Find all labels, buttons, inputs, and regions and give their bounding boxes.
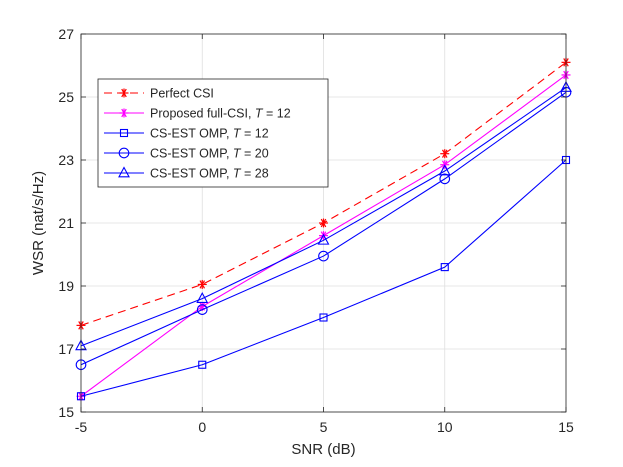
- y-tick-label: 17: [58, 341, 74, 357]
- circle-outline: [318, 250, 329, 262]
- axis-ticks: [80, 33, 567, 413]
- square-outline: [319, 313, 328, 322]
- triangle-outline: [196, 291, 209, 303]
- data-point: [440, 149, 450, 159]
- data-point: [196, 291, 209, 303]
- x-tick-label: 10: [437, 419, 453, 435]
- data-point: [317, 233, 330, 245]
- x-tick-label: 15: [558, 419, 574, 435]
- legend-entry: CS-EST OMP, T = 20: [104, 147, 269, 161]
- legend-label: CS-EST OMP, T = 12: [150, 127, 269, 141]
- series-5: [75, 80, 572, 351]
- data-point: [439, 173, 451, 185]
- legend-marker: [118, 166, 130, 178]
- data-point: [319, 313, 328, 322]
- triangle-outline: [438, 164, 451, 176]
- legend-label: Perfect CSI: [150, 87, 214, 101]
- legend-marker: [119, 88, 129, 98]
- legend-label: Proposed full-CSI, T = 12: [150, 107, 291, 121]
- data-point: [318, 250, 329, 262]
- circle-outline: [196, 304, 208, 315]
- y-tick-label: 23: [58, 152, 74, 168]
- circle-outline: [118, 147, 130, 159]
- data-point: [196, 304, 208, 315]
- y-tick-label: 19: [58, 278, 74, 294]
- series-line: [80, 91, 567, 366]
- y-tick-label: 25: [58, 89, 74, 105]
- y-tick-label: 27: [58, 26, 74, 42]
- y-tick-label: 21: [58, 215, 74, 231]
- data-point: [438, 164, 451, 176]
- legend-marker: [118, 147, 130, 159]
- legend-marker: [119, 108, 129, 118]
- triangle-outline: [118, 166, 130, 178]
- legend-label: CS-EST OMP, T = 28: [150, 167, 269, 181]
- legend-entry: Proposed full-CSI, T = 12: [104, 107, 291, 121]
- data-point: [319, 218, 328, 228]
- legend-label: CS-EST OMP, T = 20: [150, 147, 269, 161]
- series-line: [80, 159, 567, 397]
- triangle-outline: [317, 233, 330, 245]
- square-outline: [440, 263, 449, 272]
- x-tick-label: 0: [198, 419, 206, 435]
- data-point: [440, 263, 449, 272]
- legend-entry: Perfect CSI: [104, 87, 214, 101]
- x-tick-label: 5: [320, 419, 328, 435]
- x-tick-label: -5: [75, 419, 88, 435]
- square-outline: [198, 360, 207, 369]
- x-axis-label: SNR (dB): [291, 441, 355, 458]
- data-point: [197, 279, 207, 289]
- legend: Perfect CSI Proposed full-CSI, T = 12 CS-E…: [97, 78, 329, 188]
- data-point: [198, 360, 207, 369]
- circle-outline: [439, 173, 451, 185]
- legend-marker: [119, 128, 129, 138]
- series-line: [80, 87, 567, 347]
- y-tick-label: 15: [58, 404, 74, 420]
- y-axis-label: WSR (nat/s/Hz): [30, 171, 47, 275]
- square-outline: [119, 128, 129, 138]
- legend-entry: CS-EST OMP, T = 28: [104, 166, 269, 181]
- legend-entry: CS-EST OMP, T = 12: [104, 127, 269, 141]
